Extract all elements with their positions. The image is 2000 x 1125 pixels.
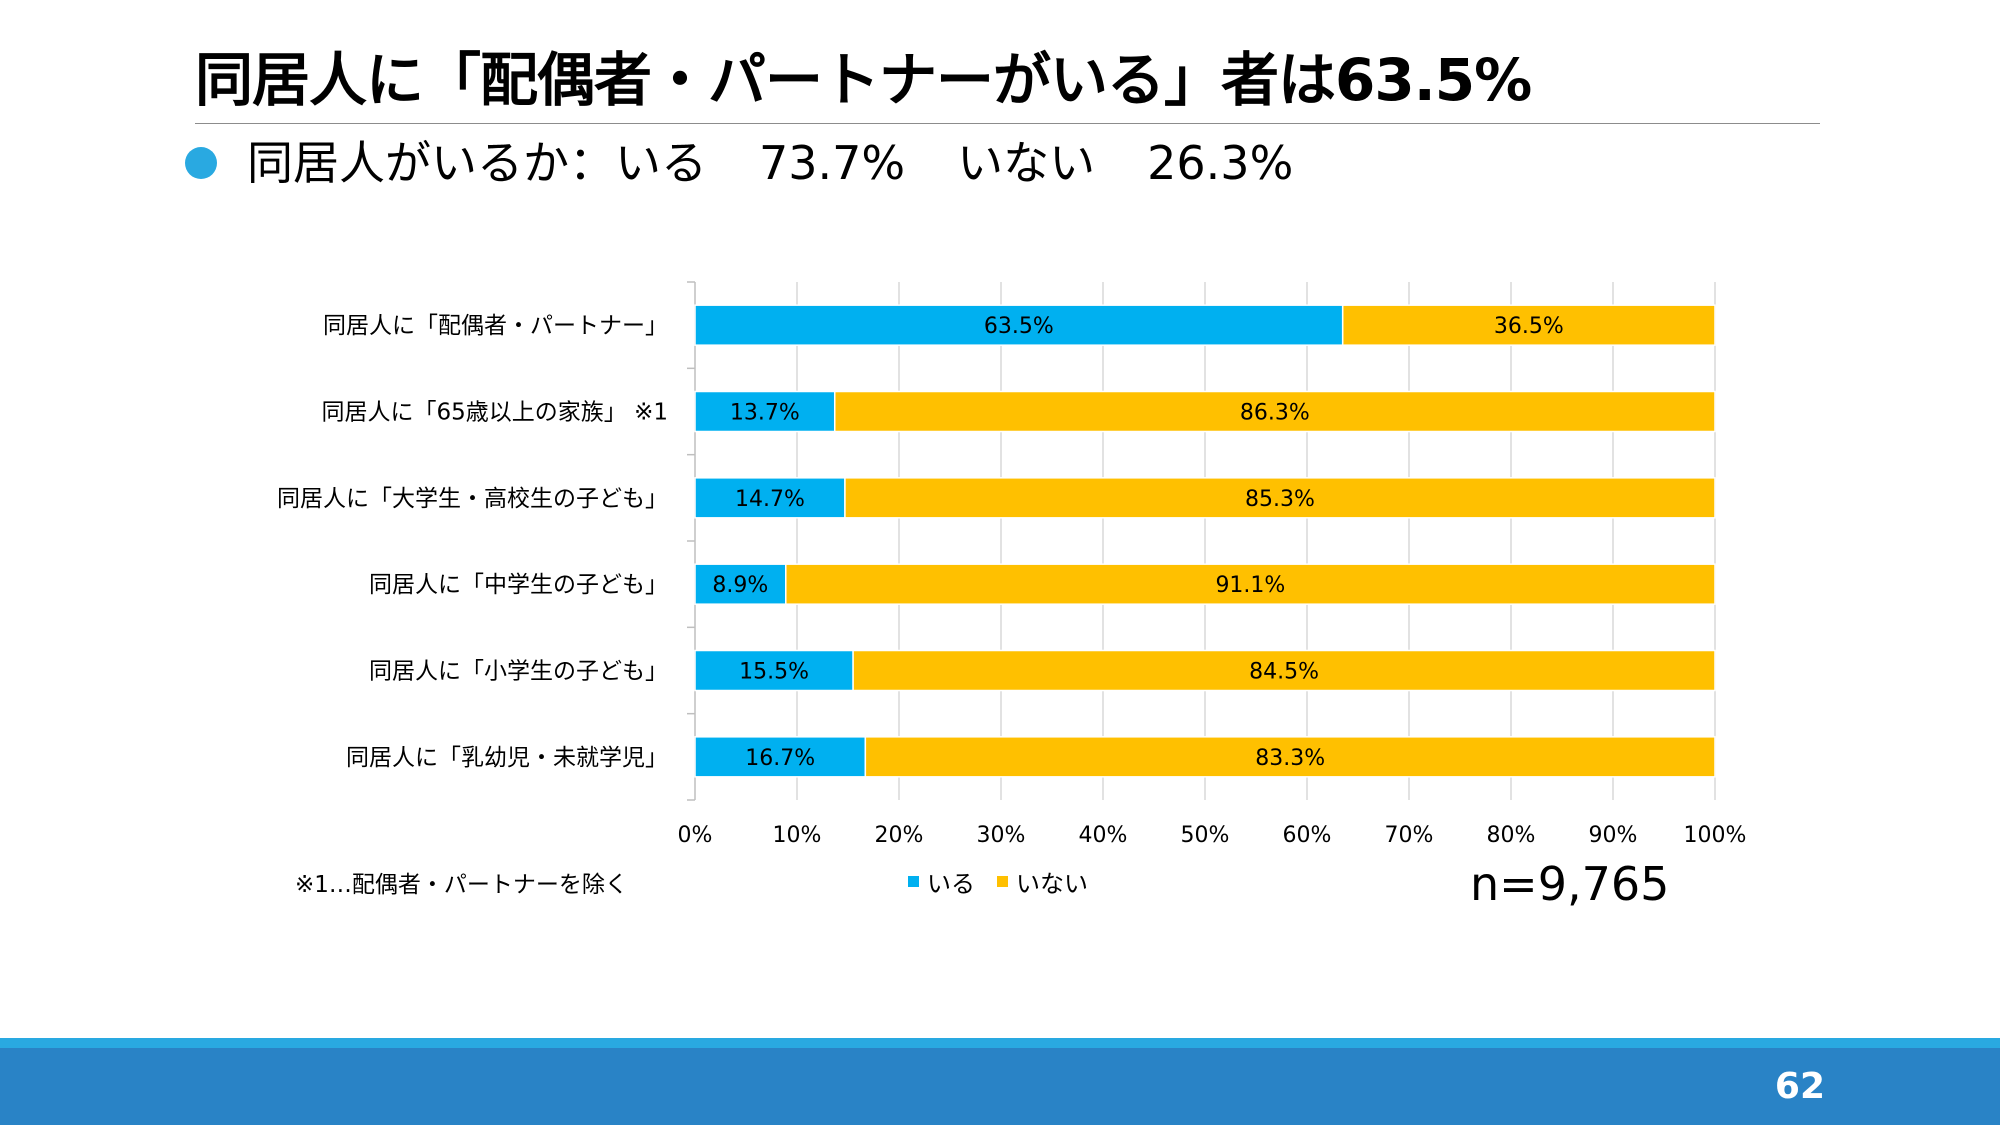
bar-segment [694,563,787,605]
bar-segment [694,390,836,433]
category-label: 同居人に「乳幼児・未就学児」 [346,745,668,771]
legend-label-no: いない [1016,869,1088,898]
bar-segment [694,477,846,519]
x-tick-label: 90% [1589,823,1638,848]
data-label: 83.3% [1255,746,1325,771]
bullet-text: 同居人がいるか：いる 73.7% いない 26.3% [247,128,1345,198]
legend-swatch-no [997,875,1008,887]
category-label: 同居人に「65歳以上の家族」 ※1 [322,400,668,426]
data-label: 13.7% [730,401,800,426]
data-label: 36.5% [1494,314,1564,339]
x-tick-label: 20% [875,823,924,848]
data-label: 16.7% [745,746,815,771]
title-divider [195,123,1820,124]
x-tick-label: 70% [1385,823,1434,848]
bar-segment [852,649,1716,692]
legend-swatch-yes [908,875,919,887]
data-label: 85.3% [1245,487,1315,512]
data-label: 14.7% [735,487,805,512]
page-number: 62 [1774,1066,1825,1107]
bullet-yes-value: 73.7% [759,136,906,190]
bar-segment [864,736,1716,778]
bullet-prefix: 同居人がいるか：いる [247,136,707,190]
x-tick-label: 60% [1283,823,1332,848]
bar-segment [785,563,1716,605]
x-tick-label: 80% [1487,823,1536,848]
data-label: 84.5% [1249,660,1319,685]
bar-segment [1341,304,1716,346]
footer-bar: 62 [0,1048,2000,1125]
legend-item-yes: いる [908,864,975,899]
footer-accent-line [0,1038,2000,1048]
slide-title: 同居人に「配偶者・パートナーがいる」者は63.5% [195,46,1532,114]
data-label: 8.9% [712,573,768,598]
data-label: 63.5% [984,314,1054,339]
category-label: 同居人に「中学生の子ども」 [369,572,668,598]
stacked-bar-chart: 0% 10% 20% 30% 40% 50% 60% 70% 80% 90% 100% 63.5% 36… [277,281,1747,848]
x-tick-label: 30% [977,823,1026,848]
legend-item-no: いない [997,864,1088,899]
bar-segment [833,390,1716,433]
category-label: 同居人に「大学生・高校生の子ども」 [277,486,668,512]
bullet-summary: 同居人がいるか：いる 73.7% いない 26.3% [185,128,1345,198]
legend-label-yes: いる [927,869,975,898]
x-tick-label: 0% [678,823,713,848]
x-tick-label: 40% [1079,823,1128,848]
category-label: 同居人に「小学生の子ども」 [369,659,668,685]
footnote: ※1…配偶者・パートナーを除く [295,872,628,898]
bullet-no-label: いない [957,136,1096,190]
bullet-dot-icon [185,147,217,179]
bar-segment [694,304,1344,346]
bar-segment [694,736,867,778]
bullet-no-value: 26.3% [1147,136,1294,190]
data-label: 15.5% [739,660,809,685]
category-label: 同居人に「配偶者・パートナー」 [323,313,668,339]
x-tick-label: 100% [1684,823,1747,848]
x-tick-label: 10% [773,823,822,848]
data-label: 91.1% [1215,573,1285,598]
x-tick-label: 50% [1181,823,1230,848]
chart-legend: いる いない [908,864,1110,898]
data-label: 86.3% [1240,401,1310,426]
sample-size: n=9,765 [1470,857,1670,911]
bar-segment [844,477,1716,519]
